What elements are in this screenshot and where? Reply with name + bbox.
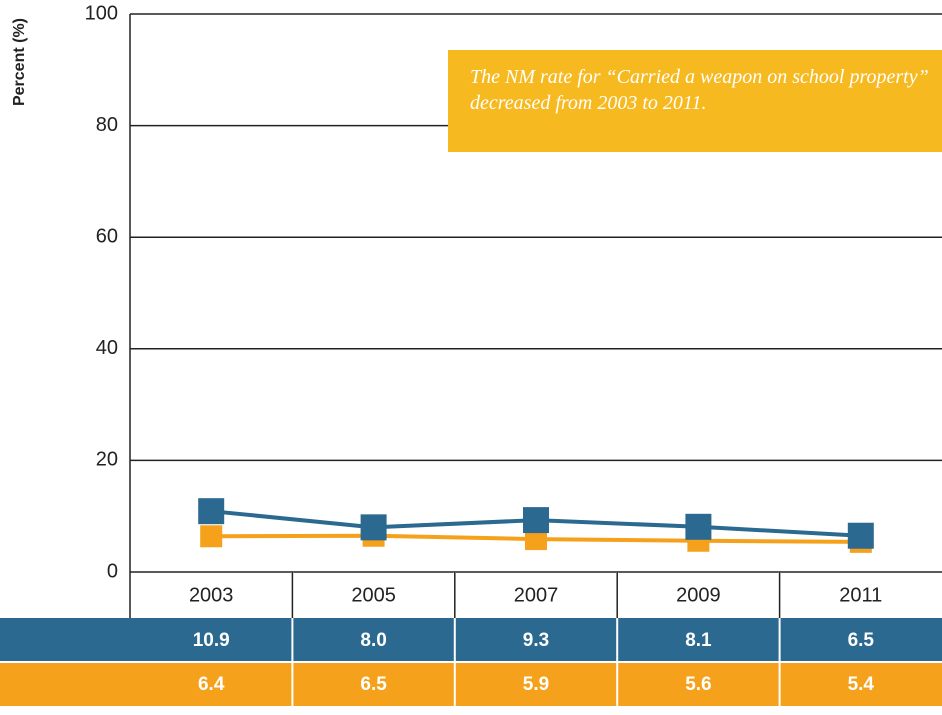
marker: [847, 522, 874, 549]
annotation-box: [448, 50, 942, 152]
table-value: 5.9: [523, 674, 549, 695]
marker: [525, 528, 547, 551]
table-value: 8.1: [685, 630, 712, 651]
table-value: 10.9: [193, 630, 230, 651]
y-axis-label: Percent (%): [11, 18, 28, 106]
x-tick-label: 2009: [676, 584, 721, 606]
table-value: 6.4: [198, 674, 225, 695]
x-tick-label: 2007: [514, 584, 559, 606]
marker: [685, 513, 712, 540]
table-value: 8.0: [360, 630, 386, 651]
y-tick-label: 80: [96, 114, 118, 136]
x-tick-label: 2003: [189, 584, 234, 606]
table-value: 5.4: [848, 674, 875, 695]
table-row: [0, 618, 942, 662]
y-tick-label: 0: [107, 560, 118, 582]
table-value: 9.3: [523, 630, 549, 651]
y-tick-label: 20: [96, 449, 118, 471]
marker: [200, 525, 223, 548]
table-value: 6.5: [360, 674, 387, 695]
y-tick-label: 40: [96, 337, 118, 359]
x-tick-label: 2011: [839, 584, 882, 606]
marker: [360, 514, 387, 541]
marker: [523, 507, 549, 534]
x-tick-label: 2005: [351, 584, 396, 606]
table-row: [0, 662, 942, 706]
annotation-container: The NM rate for “Carried a weapon on sch…: [470, 66, 929, 114]
table-value: 5.6: [685, 674, 711, 695]
annotation: The NM rate for “Carried a weapon on sch…: [470, 66, 929, 114]
y-tick-label: 60: [96, 225, 118, 247]
y-tick-label: 100: [85, 2, 118, 24]
marker: [198, 498, 225, 525]
table-value: 6.5: [848, 630, 875, 651]
